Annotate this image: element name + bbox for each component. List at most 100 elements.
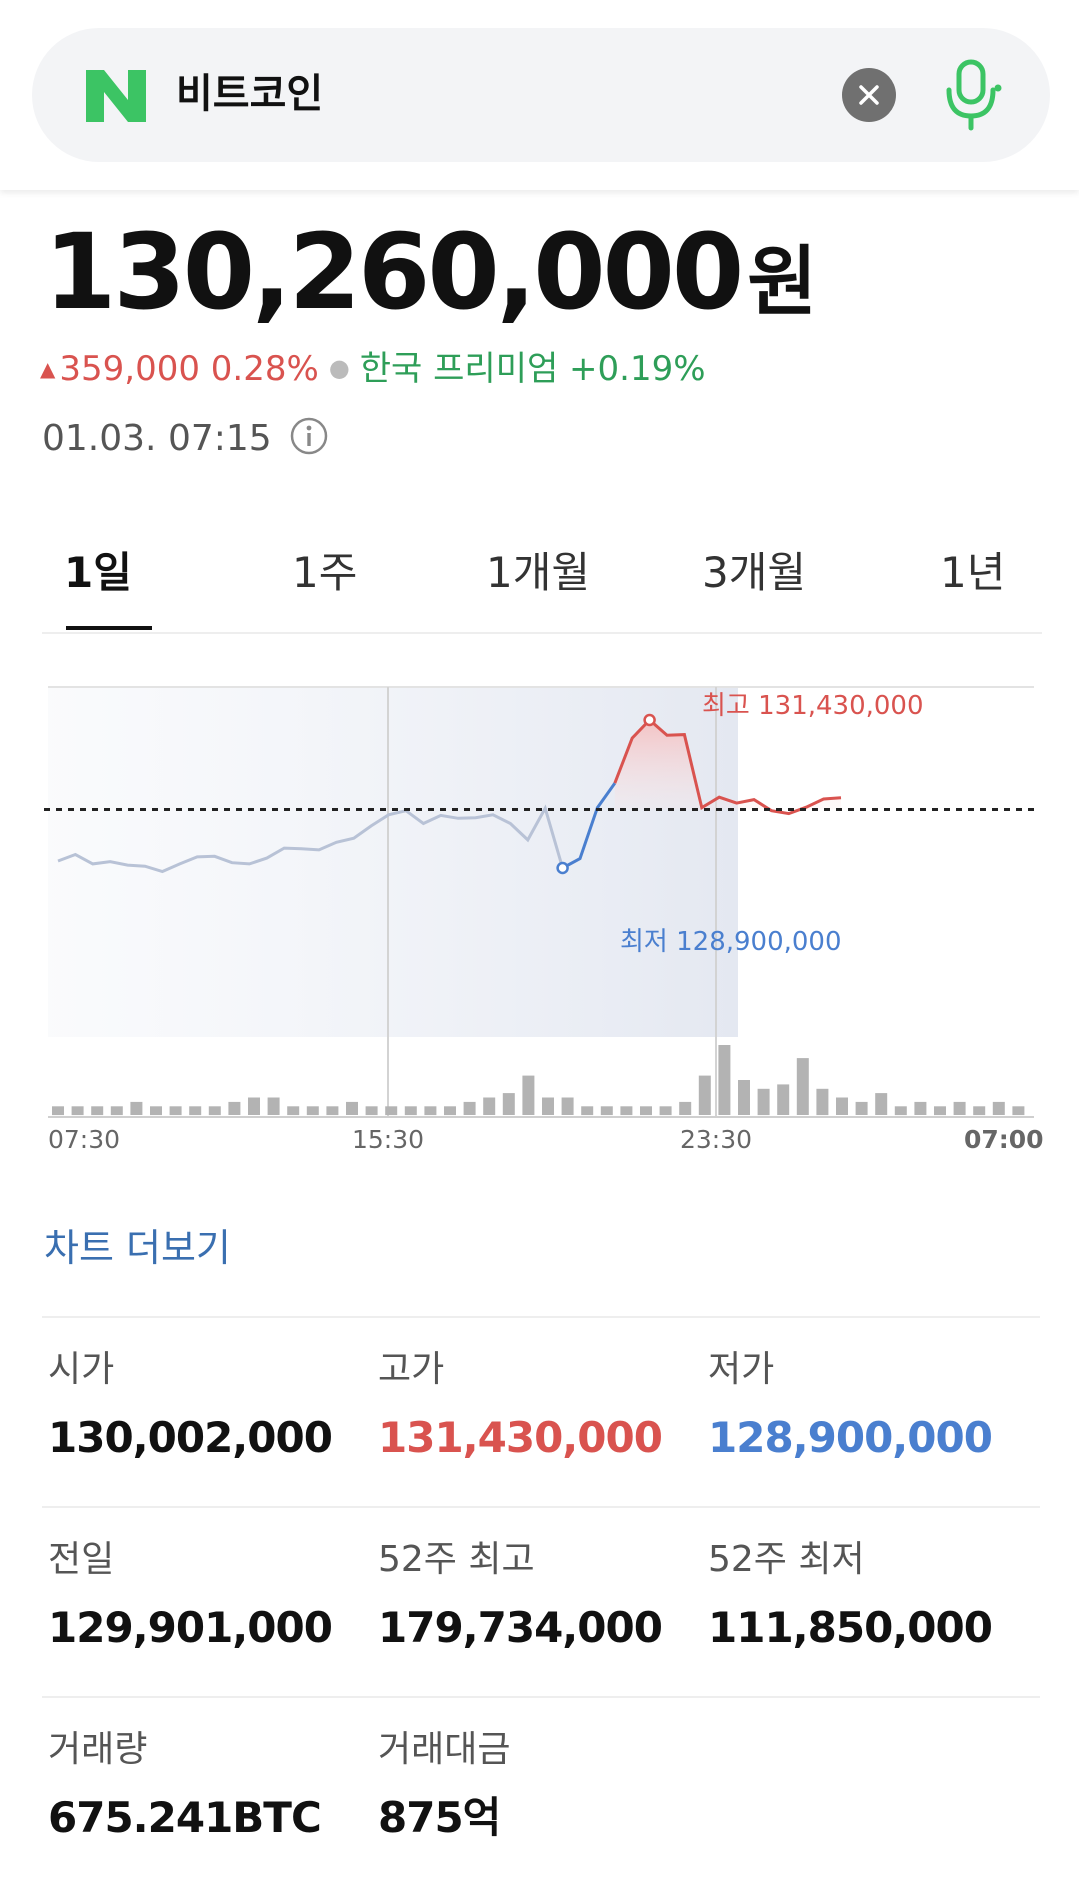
stat-label: 52주 최저 <box>708 1539 865 1580</box>
chart-down-line <box>561 782 617 870</box>
stat-value: 111,850,000 <box>708 1603 993 1652</box>
price-change-line: ▲ 359,000 0.28% ● 한국 프리미엄 +0.19% <box>40 344 706 393</box>
stat-volume: 거래량 675.241BTC <box>48 1726 322 1846</box>
volume-bar <box>953 1101 966 1115</box>
active-tab-indicator <box>66 626 152 630</box>
tab-3month[interactable]: 3개월 <box>702 548 807 597</box>
volume-bar <box>757 1088 770 1116</box>
tab-1day[interactable]: 1일 <box>64 548 132 597</box>
stat-label: 저가 <box>708 1349 775 1390</box>
stat-low: 저가 128,900,000 <box>708 1346 993 1466</box>
volume-bar <box>600 1106 613 1116</box>
volume-bar <box>91 1106 104 1116</box>
x-tick-label: 15:30 <box>352 1125 424 1154</box>
volume-bar <box>71 1106 84 1116</box>
stats-row: 시가 130,002,000 고가 131,430,000 저가 128,900… <box>42 1316 1040 1506</box>
volume-bar <box>189 1106 202 1116</box>
quote-timestamp-line: 01.03. 07:15 <box>42 414 329 464</box>
chart-up-area <box>614 720 841 810</box>
stat-value: 128,900,000 <box>708 1413 993 1462</box>
volume-bar <box>130 1101 143 1115</box>
stat-value: 875억 <box>378 1793 501 1842</box>
chart-high-marker <box>643 713 656 727</box>
search-header: 비트코인 <box>0 0 1079 190</box>
volume-bar <box>561 1097 574 1115</box>
volume-bar <box>640 1106 652 1116</box>
stat-value: 130,002,000 <box>48 1413 333 1462</box>
volume-bar <box>796 1058 809 1115</box>
current-price: 130,260,000원 <box>44 211 817 342</box>
close-icon <box>859 85 879 105</box>
volume-bar <box>306 1106 319 1116</box>
volume-bar <box>404 1106 417 1116</box>
volume-bar <box>110 1106 123 1116</box>
volume-bar <box>875 1093 888 1115</box>
tab-1year[interactable]: 1년 <box>940 548 1006 597</box>
volume-bar <box>248 1097 260 1115</box>
stat-label: 52주 최고 <box>378 1539 535 1580</box>
chart-past-shade <box>48 687 738 1037</box>
volume-bar <box>150 1106 162 1116</box>
microphone-icon[interactable] <box>940 58 1004 132</box>
volume-bar <box>522 1075 535 1115</box>
stat-high: 고가 131,430,000 <box>378 1346 663 1466</box>
volume-bar <box>620 1106 633 1116</box>
price-value: 130,260,000 <box>44 211 744 333</box>
stat-label: 전일 <box>48 1539 115 1580</box>
volume-bar <box>169 1106 182 1116</box>
stats-row: 전일 129,901,000 52주 최고 179,734,000 52주 최저… <box>42 1506 1040 1696</box>
price-chart[interactable]: 최고 131,430,000 최저 128,900,000 07:30 15:3… <box>0 670 1079 1170</box>
volume-bar <box>934 1106 946 1116</box>
tab-1month[interactable]: 1개월 <box>486 548 591 597</box>
period-tabs: 1일 1주 1개월 3개월 1년 <box>42 540 1042 634</box>
stat-label: 시가 <box>48 1349 115 1390</box>
volume-bar <box>463 1101 476 1115</box>
volume-bar <box>346 1101 358 1115</box>
korea-premium[interactable]: 한국 프리미엄 +0.19% <box>359 349 706 389</box>
volume-bar <box>894 1106 907 1116</box>
volume-bar <box>502 1093 515 1115</box>
info-icon[interactable] <box>289 416 329 456</box>
volume-bar <box>777 1084 790 1115</box>
volume-bar <box>992 1101 1005 1115</box>
chart-past-line <box>57 804 565 874</box>
volume-bar <box>542 1097 554 1115</box>
volume-bar <box>52 1106 64 1116</box>
stat-52w-high: 52주 최고 179,734,000 <box>378 1536 663 1656</box>
x-tick-label: 07:30 <box>48 1125 120 1154</box>
price-unit: 원 <box>747 237 817 326</box>
volume-bar <box>365 1106 378 1116</box>
volume-bar <box>1012 1106 1025 1116</box>
search-input[interactable]: 비트코인 <box>176 71 324 117</box>
stat-value: 129,901,000 <box>48 1603 333 1652</box>
tab-1week[interactable]: 1주 <box>292 548 358 597</box>
volume-bar <box>738 1080 750 1115</box>
volume-bar <box>208 1106 221 1116</box>
volume-bar <box>698 1075 711 1115</box>
volume-bar <box>659 1106 672 1116</box>
stat-label: 거래대금 <box>378 1729 511 1770</box>
naver-logo-icon[interactable] <box>82 68 152 124</box>
volume-bar <box>855 1101 868 1115</box>
x-tick-label: 07:00 <box>964 1125 1044 1154</box>
stat-value: 675.241BTC <box>48 1793 322 1842</box>
chart-more-link[interactable]: 차트 더보기 <box>44 1226 231 1270</box>
clear-search-button[interactable] <box>842 68 896 122</box>
volume-bar <box>228 1101 241 1115</box>
volume-bars <box>52 1045 1025 1116</box>
stat-52w-low: 52주 최저 111,850,000 <box>708 1536 993 1656</box>
stat-value: 131,430,000 <box>378 1413 663 1462</box>
x-tick-label: 23:30 <box>680 1125 752 1154</box>
stats-row: 거래량 675.241BTC 거래대금 875억 <box>42 1696 1040 1886</box>
volume-bar <box>581 1106 594 1116</box>
stat-open: 시가 130,002,000 <box>48 1346 333 1466</box>
triangle-up-icon: ▲ <box>40 357 56 381</box>
volume-bar <box>444 1106 456 1116</box>
stat-value: 179,734,000 <box>378 1603 663 1652</box>
separator-dot: ● <box>328 354 350 382</box>
stat-label: 거래량 <box>48 1729 148 1770</box>
search-bar[interactable]: 비트코인 <box>32 28 1050 162</box>
volume-bar <box>718 1045 731 1115</box>
volume-bar <box>287 1106 300 1116</box>
stat-prev-close: 전일 129,901,000 <box>48 1536 333 1656</box>
